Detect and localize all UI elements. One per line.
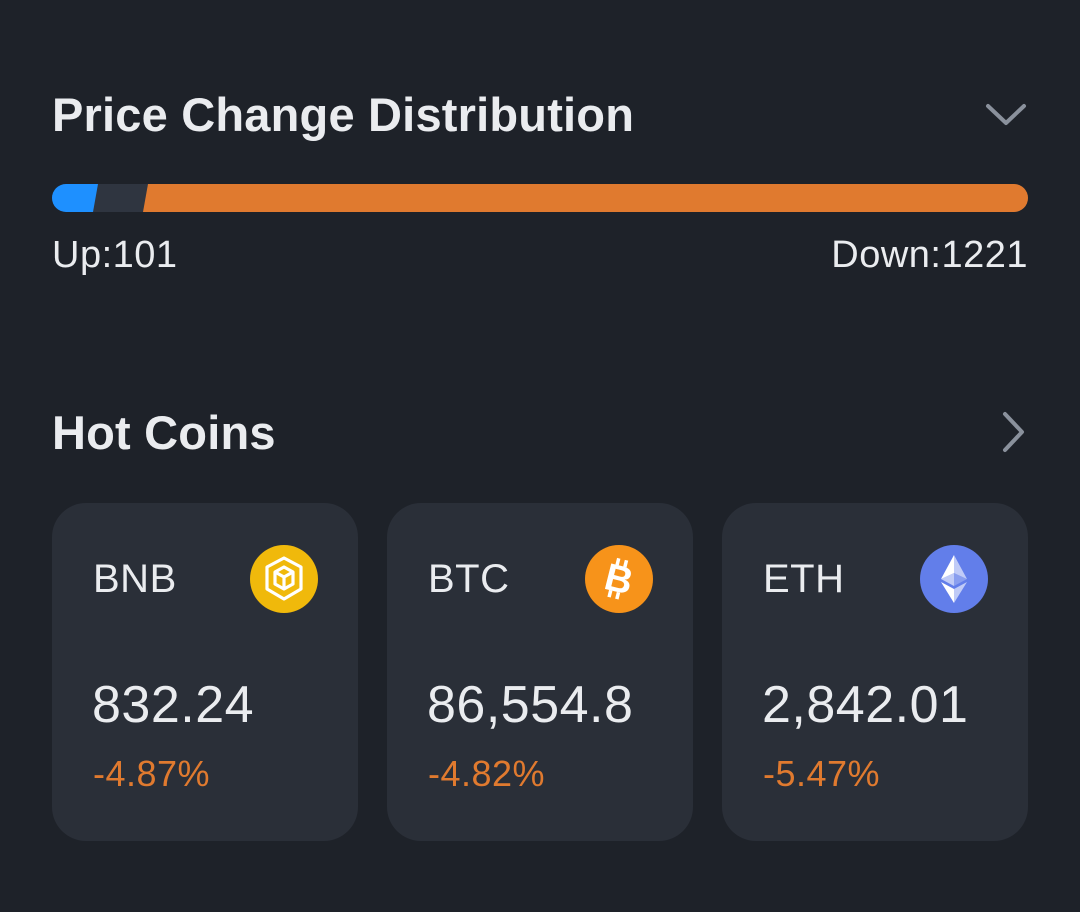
bnb-icon: [250, 545, 318, 613]
coin-card-eth[interactable]: ETH 2,842.01 -5.47%: [722, 503, 1028, 841]
coin-symbol: BNB: [93, 557, 177, 601]
distribution-labels: Up:101 Down:1221: [52, 234, 1028, 277]
distribution-title: Price Change Distribution: [52, 87, 635, 141]
distribution-collapse-button[interactable]: [968, 84, 1028, 144]
btc-icon: B: [585, 545, 653, 613]
coin-change: -4.87%: [93, 753, 211, 794]
hot-coins-list: BNB 832.24 -4.87% BTC B: [52, 503, 1028, 841]
hot-coins-title: Hot Coins: [52, 405, 276, 459]
coin-price: 86,554.8: [427, 676, 634, 734]
chevron-down-icon: [986, 104, 1026, 125]
coin-card-btc[interactable]: BTC B 86,554.8 -4.82%: [387, 503, 693, 841]
coin-price: 832.24: [92, 676, 255, 734]
distribution-header: Price Change Distribution: [52, 84, 1028, 144]
hot-coins-header[interactable]: Hot Coins: [52, 402, 1028, 462]
distribution-up-segment: [52, 184, 98, 212]
coin-symbol: BTC: [428, 557, 510, 601]
distribution-bar: [52, 184, 1028, 212]
hot-coins-more-button[interactable]: [968, 402, 1028, 462]
up-count-label: Up:101: [52, 234, 178, 276]
coin-change: -5.47%: [763, 753, 881, 794]
coin-card-bnb[interactable]: BNB 832.24 -4.87%: [52, 503, 358, 841]
chevron-right-icon: [1003, 412, 1024, 452]
eth-icon: [920, 545, 988, 613]
coin-change: -4.82%: [428, 753, 546, 794]
distribution-down-segment: [143, 184, 1028, 212]
down-count-label: Down:1221: [831, 234, 1028, 276]
coin-price: 2,842.01: [762, 676, 969, 734]
coin-symbol: ETH: [763, 557, 845, 601]
